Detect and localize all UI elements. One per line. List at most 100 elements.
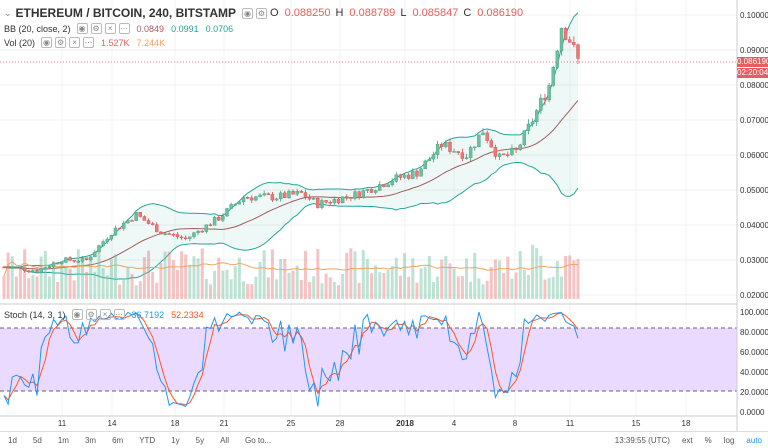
candle-body xyxy=(117,227,122,230)
volume-bar xyxy=(213,270,217,299)
candle-body xyxy=(183,237,188,240)
candle-body xyxy=(6,266,10,269)
symbol-title[interactable]: ETHEREUM / BITCOIN, 240, BITSTAMP xyxy=(15,6,237,20)
candle-body xyxy=(345,196,349,198)
visibility-icon[interactable]: ◉ xyxy=(76,23,88,34)
range-1d[interactable]: 1d xyxy=(8,435,17,445)
stoch-tick-label: 0.0000 xyxy=(740,408,765,417)
candle-body xyxy=(369,188,374,193)
stoch-label[interactable]: Stoch (14, 3, 1) xyxy=(4,309,66,320)
settings-icon[interactable]: ⚙ xyxy=(85,309,97,320)
percent-toggle[interactable]: % xyxy=(704,435,712,445)
volume-bar xyxy=(130,274,134,299)
more-icon[interactable]: ⋯ xyxy=(118,23,130,34)
volume-bar xyxy=(576,258,580,299)
open-value: 0.088250 xyxy=(284,7,331,19)
visibility-icon[interactable]: ◉ xyxy=(242,7,254,19)
volume-bar xyxy=(394,257,398,299)
more-icon[interactable]: ⋯ xyxy=(113,309,125,320)
volume-bar xyxy=(134,285,138,299)
volume-bar xyxy=(159,262,163,299)
candle-body xyxy=(122,222,126,229)
collapse-chevron-icon[interactable]: ⌄ xyxy=(4,7,12,18)
log-toggle[interactable]: log xyxy=(723,435,735,445)
auto-toggle[interactable]: auto xyxy=(746,435,762,445)
volume-bar xyxy=(109,259,113,299)
candle-body xyxy=(406,174,411,179)
volume-bar xyxy=(155,282,159,299)
volume-bar xyxy=(295,265,299,299)
candle-body xyxy=(539,97,543,111)
range-1m[interactable]: 1m xyxy=(57,435,69,445)
candle-body xyxy=(316,197,320,208)
stoch-tick-label: 60.0000 xyxy=(740,348,768,357)
close-icon[interactable]: × xyxy=(104,23,116,34)
candle-body xyxy=(258,194,262,197)
volume-bar xyxy=(291,270,295,299)
close-label: C xyxy=(463,7,472,19)
visibility-icon[interactable]: ◉ xyxy=(41,37,53,48)
range-3m[interactable]: 3m xyxy=(84,435,97,445)
candle-body xyxy=(394,174,399,182)
volume-bar xyxy=(522,269,526,299)
candle-body xyxy=(200,230,204,233)
candle-body xyxy=(291,191,295,195)
close-icon[interactable]: × xyxy=(69,37,81,48)
candle-body xyxy=(572,42,576,45)
candle-body xyxy=(39,268,43,273)
settings-icon[interactable]: ⚙ xyxy=(55,37,67,48)
candle-body xyxy=(43,267,47,269)
volume-bar xyxy=(460,276,464,299)
range-6m[interactable]: 6m xyxy=(112,435,124,445)
vol-ma-value: 7.244K xyxy=(136,37,166,48)
candle-body xyxy=(497,153,502,157)
low-value: 0.085847 xyxy=(412,7,459,19)
volume-bar xyxy=(233,266,237,299)
vol-ma-line xyxy=(3,261,579,277)
clock-time[interactable]: 13:39:55 (UTC) xyxy=(614,435,670,445)
candle-body xyxy=(303,192,308,198)
volume-bar xyxy=(539,255,543,299)
volume-bar xyxy=(353,251,357,299)
ext-toggle[interactable]: ext xyxy=(681,435,693,445)
visibility-icon[interactable]: ◉ xyxy=(71,309,83,320)
volume-bar xyxy=(514,272,518,299)
volume-bar xyxy=(320,283,324,299)
candle-body xyxy=(431,154,436,160)
settings-icon[interactable]: ⚙ xyxy=(256,7,268,19)
settings-icon[interactable]: ⚙ xyxy=(90,23,102,34)
candle-body xyxy=(27,270,31,272)
candle-body xyxy=(324,200,328,203)
range-5y[interactable]: 5y xyxy=(195,435,205,445)
candle-body xyxy=(307,196,312,200)
volume-bar xyxy=(39,256,43,299)
candle-body xyxy=(250,197,254,201)
volume-bar xyxy=(47,276,51,299)
close-value: 0.086190 xyxy=(477,7,524,19)
candle-body xyxy=(547,85,551,101)
volume-bar xyxy=(473,252,477,299)
close-icon[interactable]: × xyxy=(99,309,111,320)
volume-bar xyxy=(341,273,345,299)
bb-label[interactable]: BB (20, close, 2) xyxy=(4,23,71,34)
range-5d[interactable]: 5d xyxy=(32,435,42,445)
bottom-toolbar: 1d 5d 1m 3m 6m YTD 1y 5y All Go to... 13… xyxy=(0,431,768,448)
range-ytd[interactable]: YTD xyxy=(139,435,156,445)
goto-button[interactable]: Go to... xyxy=(244,435,272,445)
range-all[interactable]: All xyxy=(220,435,229,445)
candle-body xyxy=(208,224,213,226)
candle-body xyxy=(196,230,200,233)
vol-label[interactable]: Vol (20) xyxy=(4,37,36,48)
more-icon[interactable]: ⋯ xyxy=(83,37,95,48)
stoch-tick-label: 40.0000 xyxy=(740,368,768,377)
range-1y[interactable]: 1y xyxy=(171,435,180,445)
volume-bar xyxy=(489,266,493,299)
candle-body xyxy=(485,132,489,141)
candle-body xyxy=(563,28,568,40)
candle-body xyxy=(60,262,64,264)
candle-body xyxy=(179,236,184,239)
